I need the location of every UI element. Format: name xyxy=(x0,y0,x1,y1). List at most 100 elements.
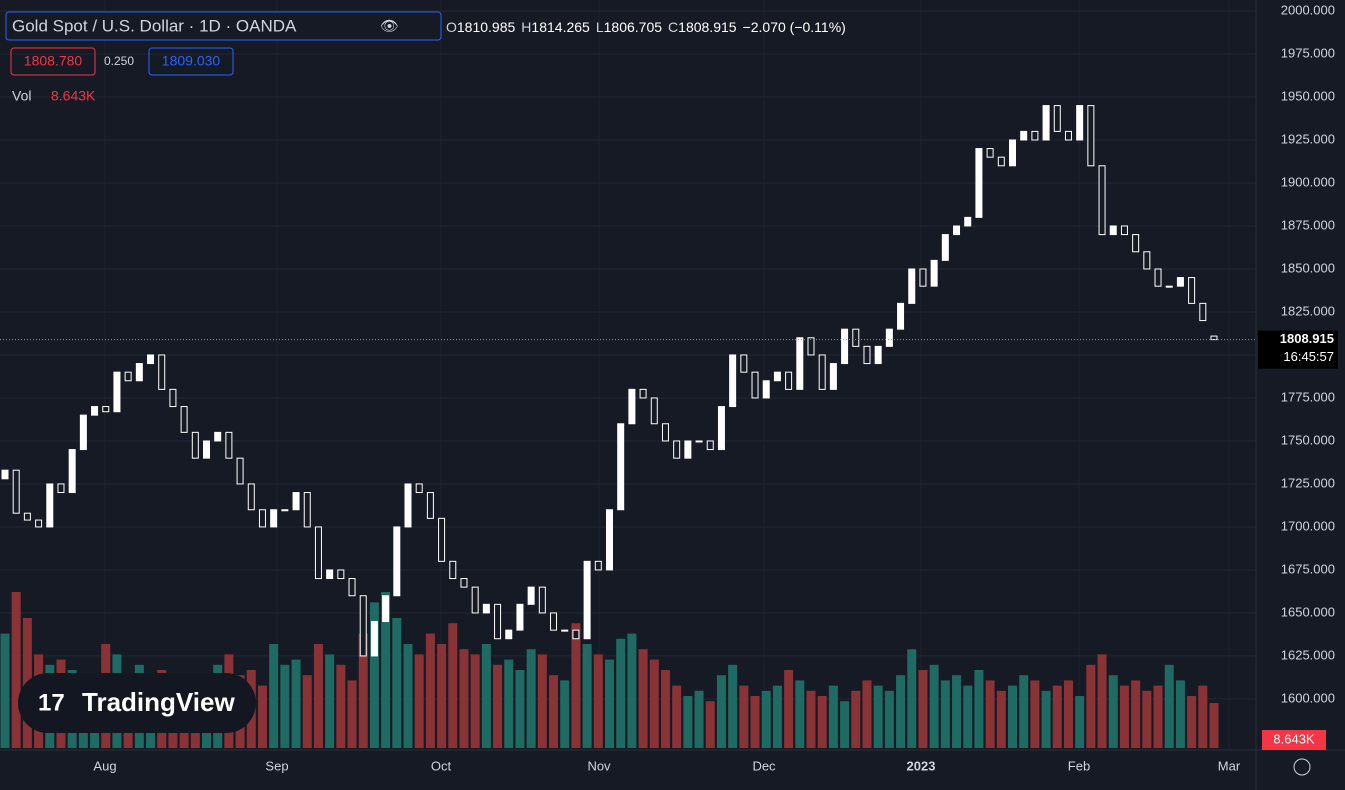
y-tick-label: 1950.000 xyxy=(1281,88,1335,103)
candle-body xyxy=(717,406,725,451)
candle-body xyxy=(695,440,703,443)
volume-bar xyxy=(974,670,984,748)
volume-bar xyxy=(761,690,771,748)
ohlc-part: 1806.705 xyxy=(604,19,663,35)
volume-bar xyxy=(1052,685,1062,748)
logo-text: TradingView xyxy=(82,687,235,717)
candle-body xyxy=(505,629,513,640)
candle-body xyxy=(1199,302,1207,322)
y-tick-label: 1825.000 xyxy=(1281,303,1335,318)
volume-bar xyxy=(560,680,570,748)
volume-bar xyxy=(638,649,648,748)
volume-bar xyxy=(437,644,447,748)
last-price-box xyxy=(1258,330,1338,369)
candle-body xyxy=(482,603,490,614)
candle-body xyxy=(303,492,311,528)
candle-body xyxy=(348,578,356,597)
candle-body xyxy=(225,431,233,459)
volume-bar xyxy=(873,685,883,748)
candle-body xyxy=(247,483,255,511)
candle-body xyxy=(572,629,580,640)
volume-bar xyxy=(1075,696,1085,748)
x-tick-label: Oct xyxy=(431,758,452,773)
candle-body xyxy=(404,483,412,528)
candle-body xyxy=(236,457,244,485)
candle-body xyxy=(426,492,434,519)
volume-bar xyxy=(884,690,894,748)
candle-body xyxy=(68,449,76,494)
candle-body xyxy=(1188,277,1196,304)
volume-bar xyxy=(705,701,715,748)
volume-bar xyxy=(1086,664,1096,748)
volume-bar xyxy=(1175,680,1185,748)
candle-body xyxy=(997,156,1005,167)
volume-value: 8.643K xyxy=(51,88,96,104)
volume-bar xyxy=(1164,664,1174,748)
candle-body xyxy=(382,595,390,623)
candle-body xyxy=(1042,105,1050,141)
eye-icon[interactable]: 👁 xyxy=(380,18,399,35)
candle-body xyxy=(807,337,815,356)
candle-body xyxy=(1031,130,1039,141)
candle-body xyxy=(35,519,43,528)
candle-body xyxy=(191,431,199,459)
ohlc-part: H xyxy=(521,19,531,35)
logo-badge[interactable] xyxy=(18,673,256,733)
candle-body xyxy=(606,509,613,571)
volume-bar xyxy=(918,670,928,748)
ohlc-part: −2.070 (−0.11%) xyxy=(743,19,846,35)
candle-body xyxy=(1098,165,1106,236)
candle-body xyxy=(516,603,524,631)
candle-body xyxy=(1176,277,1184,287)
candle-body xyxy=(147,354,155,365)
volume-bar xyxy=(784,670,794,748)
spread: 0.250 xyxy=(104,54,134,68)
candle-body xyxy=(1154,268,1162,287)
y-tick-label: 1650.000 xyxy=(1281,604,1335,619)
volume-bar xyxy=(851,690,861,748)
volume-bar xyxy=(257,685,267,748)
volume-bar xyxy=(896,675,906,748)
buy-button[interactable] xyxy=(148,47,234,76)
volume-bar xyxy=(660,670,670,748)
volume-price-label: 8.643K xyxy=(1273,731,1315,746)
volume-bar xyxy=(772,685,782,748)
volume-bar xyxy=(448,623,458,748)
y-tick-label: 1625.000 xyxy=(1281,647,1335,662)
candle-body xyxy=(1165,285,1173,288)
volume-bar xyxy=(683,696,693,748)
candle-body xyxy=(885,328,893,347)
volume-bar xyxy=(280,664,290,748)
settings-icon[interactable] xyxy=(1293,758,1311,776)
y-tick-label: 2000.000 xyxy=(1281,2,1335,17)
candle-body xyxy=(79,414,87,451)
ohlc-part: C xyxy=(668,19,678,35)
volume-bar xyxy=(392,618,402,748)
candle-body xyxy=(1076,105,1084,141)
candle-body xyxy=(594,560,602,571)
candle-body xyxy=(135,363,143,382)
candle-body xyxy=(762,380,770,399)
volume-bar xyxy=(1131,680,1141,748)
volume-bar xyxy=(347,680,357,748)
sell-button[interactable] xyxy=(10,47,96,76)
ohlc-part: O xyxy=(446,19,457,35)
candle-body xyxy=(214,431,222,442)
candle-body xyxy=(941,234,949,261)
y-tick-label: 1850.000 xyxy=(1281,260,1335,275)
symbol-box[interactable] xyxy=(5,11,442,41)
volume-price-box xyxy=(1262,730,1326,750)
candle-body xyxy=(785,371,793,390)
volume-bar xyxy=(1187,696,1197,748)
volume-bar xyxy=(369,602,379,748)
volume-bar xyxy=(1019,675,1029,748)
candle-body xyxy=(1087,105,1095,167)
candle-body xyxy=(583,560,591,640)
volume-title: Vol xyxy=(12,88,31,104)
candle-body xyxy=(1132,234,1140,253)
candle-body xyxy=(370,621,378,657)
candle-body xyxy=(818,354,826,390)
candle-body xyxy=(740,354,748,373)
candle-body xyxy=(46,483,54,528)
candle-body xyxy=(538,586,546,614)
